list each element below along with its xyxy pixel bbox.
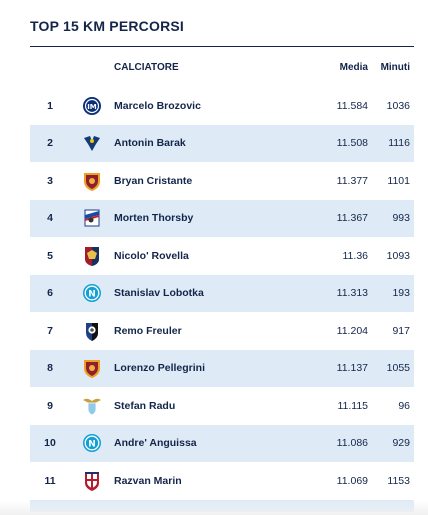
media-cell: 11.367 bbox=[336, 212, 368, 225]
player-name: Andre' Anguissa bbox=[114, 437, 197, 450]
verona-crest-icon bbox=[70, 132, 114, 154]
rank-cell: 5 bbox=[47, 249, 53, 262]
minuti-cell: 917 bbox=[392, 324, 410, 337]
media-cell: 11.086 bbox=[336, 437, 368, 450]
minuti-cell: 1093 bbox=[386, 249, 410, 262]
atalanta-crest-icon bbox=[70, 320, 114, 342]
minuti-cell: 993 bbox=[392, 212, 410, 225]
table-row: 2 Antonin Barak 11.508 1116 bbox=[30, 124, 414, 162]
media-cell: 11.115 bbox=[337, 399, 368, 412]
table-row: 6 N Stanislav Lobotka 11.313 193 bbox=[30, 274, 414, 312]
page-title: TOP 15 KM PERCORSI bbox=[30, 0, 414, 47]
genoa-crest-icon bbox=[70, 245, 114, 267]
rank-cell: 11 bbox=[44, 474, 56, 487]
media-cell: 11.069 bbox=[336, 474, 368, 487]
player-name: Razvan Marin bbox=[114, 474, 182, 487]
table-row: 9 Stefan Radu 11.115 96 bbox=[30, 387, 414, 425]
table-row: 4 Morten Thorsby 11.367 993 bbox=[30, 199, 414, 237]
player-name: Nicolo' Rovella bbox=[114, 249, 189, 262]
sampdoria-crest-icon bbox=[70, 207, 114, 229]
svg-text:N: N bbox=[88, 290, 96, 300]
rank-cell: 7 bbox=[47, 324, 53, 337]
minuti-cell: 929 bbox=[392, 437, 410, 450]
minuti-cell: 1036 bbox=[386, 99, 410, 112]
napoli-crest-icon: N bbox=[70, 432, 114, 454]
media-cell: 11.36 bbox=[342, 249, 369, 262]
table-body: 1 IM Marcelo Brozovic 11.584 1036 2 Anto… bbox=[30, 87, 414, 512]
table-row: 5 Nicolo' Rovella 11.36 1093 bbox=[30, 237, 414, 275]
media-cell: 11.204 bbox=[336, 324, 368, 337]
player-name: Bryan Cristante bbox=[114, 174, 193, 187]
player-name: Stefan Radu bbox=[114, 399, 176, 412]
table-row: 11 Razvan Marin 11.069 1153 bbox=[30, 462, 414, 500]
player-column-header: CALCIATORE bbox=[114, 61, 179, 73]
rank-cell: 1 bbox=[47, 99, 53, 112]
minuti-cell: 96 bbox=[398, 399, 410, 412]
rank-cell: 2 bbox=[47, 137, 53, 150]
svg-text:IM: IM bbox=[87, 103, 97, 111]
rank-cell: 8 bbox=[47, 362, 53, 375]
rank-cell: 6 bbox=[47, 287, 53, 300]
media-cell: 11.377 bbox=[336, 174, 368, 187]
table-header: CALCIATORE Media Minuti bbox=[30, 47, 414, 87]
roma-crest-icon bbox=[70, 170, 114, 192]
svg-text:N: N bbox=[88, 440, 96, 450]
media-column-header: Media bbox=[339, 61, 368, 73]
table-row: 3 Bryan Cristante 11.377 1101 bbox=[30, 162, 414, 200]
media-cell: 11.508 bbox=[336, 137, 368, 150]
media-cell: 11.313 bbox=[336, 287, 368, 300]
player-name: Morten Thorsby bbox=[114, 212, 194, 225]
minuti-cell: 1153 bbox=[387, 474, 410, 487]
rank-cell: 4 bbox=[47, 212, 53, 225]
minuti-column-header: Minuti bbox=[380, 61, 410, 73]
table-row: 1 IM Marcelo Brozovic 11.584 1036 bbox=[30, 87, 414, 125]
rank-cell: 3 bbox=[47, 174, 53, 187]
player-name: Marcelo Brozovic bbox=[114, 99, 201, 112]
cagliari-crest-icon bbox=[70, 470, 114, 492]
ranking-panel: TOP 15 KM PERCORSI CALCIATORE Media Minu… bbox=[30, 0, 414, 512]
media-cell: 11.584 bbox=[336, 99, 368, 112]
rank-cell: 10 bbox=[44, 437, 56, 450]
table-row: 10 N Andre' Anguissa 11.086 929 bbox=[30, 424, 414, 462]
roma-crest-icon bbox=[70, 357, 114, 379]
minuti-cell: 1055 bbox=[386, 362, 410, 375]
bottom-fade bbox=[0, 501, 428, 515]
player-name: Antonin Barak bbox=[114, 137, 186, 150]
table-row: 7 Remo Freuler 11.204 917 bbox=[30, 312, 414, 350]
player-name: Stanislav Lobotka bbox=[114, 287, 204, 300]
inter-crest-icon: IM bbox=[70, 95, 114, 117]
media-cell: 11.137 bbox=[336, 362, 368, 375]
table-row: 8 Lorenzo Pellegrini 11.137 1055 bbox=[30, 349, 414, 387]
player-name: Lorenzo Pellegrini bbox=[114, 362, 206, 375]
minuti-cell: 1101 bbox=[387, 174, 410, 187]
player-name: Remo Freuler bbox=[114, 324, 182, 337]
minuti-cell: 1116 bbox=[388, 137, 410, 150]
rank-cell: 9 bbox=[47, 399, 53, 412]
napoli-crest-icon: N bbox=[70, 282, 114, 304]
minuti-cell: 193 bbox=[392, 287, 410, 300]
lazio-crest-icon bbox=[70, 395, 114, 417]
